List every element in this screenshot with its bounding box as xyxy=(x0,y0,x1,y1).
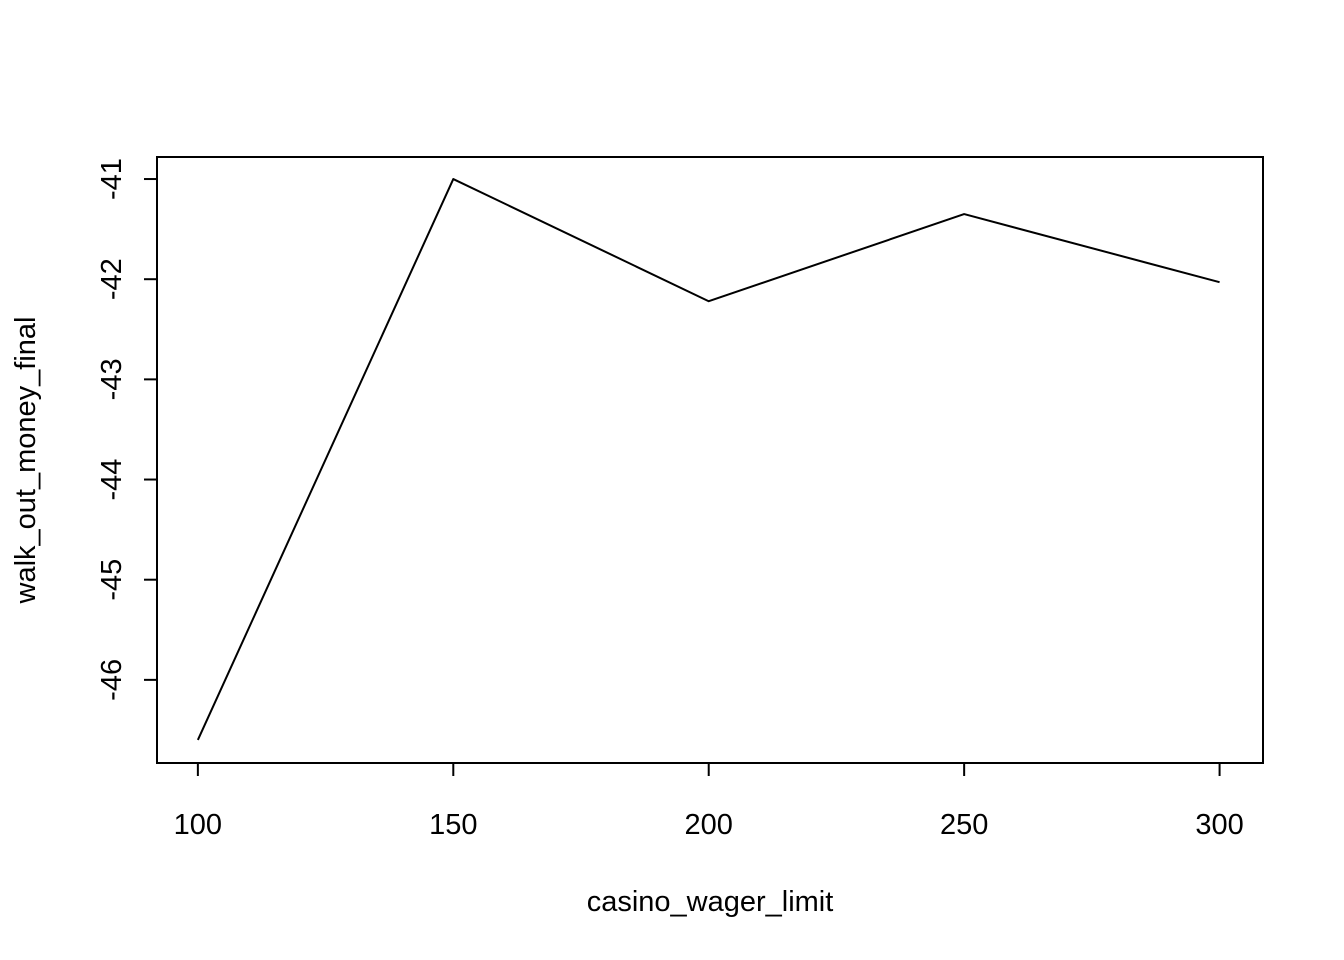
y-axis-title: walk_out_money_final xyxy=(10,317,42,605)
y-tick-label: -42 xyxy=(96,258,128,300)
y-tick-label: -43 xyxy=(96,358,128,400)
y-axis: -46 -45 -44 -43 -42 -41 xyxy=(96,158,158,701)
y-tick-label: -45 xyxy=(96,559,128,601)
x-tick-label: 250 xyxy=(940,809,988,841)
y-tick-label: -46 xyxy=(96,659,128,701)
x-tick-label: 150 xyxy=(429,809,477,841)
y-tick-label: -41 xyxy=(96,158,128,200)
x-tick-label: 200 xyxy=(685,809,733,841)
series-layer xyxy=(196,178,1220,741)
x-tick-label: 300 xyxy=(1195,809,1243,841)
series-line xyxy=(196,178,1220,741)
y-tick-label: -44 xyxy=(96,459,128,501)
x-axis-title: casino_wager_limit xyxy=(587,886,834,918)
x-tick-label: 100 xyxy=(174,809,222,841)
plot-frame xyxy=(156,156,1264,764)
x-axis: 100 150 200 250 300 xyxy=(174,762,1244,841)
